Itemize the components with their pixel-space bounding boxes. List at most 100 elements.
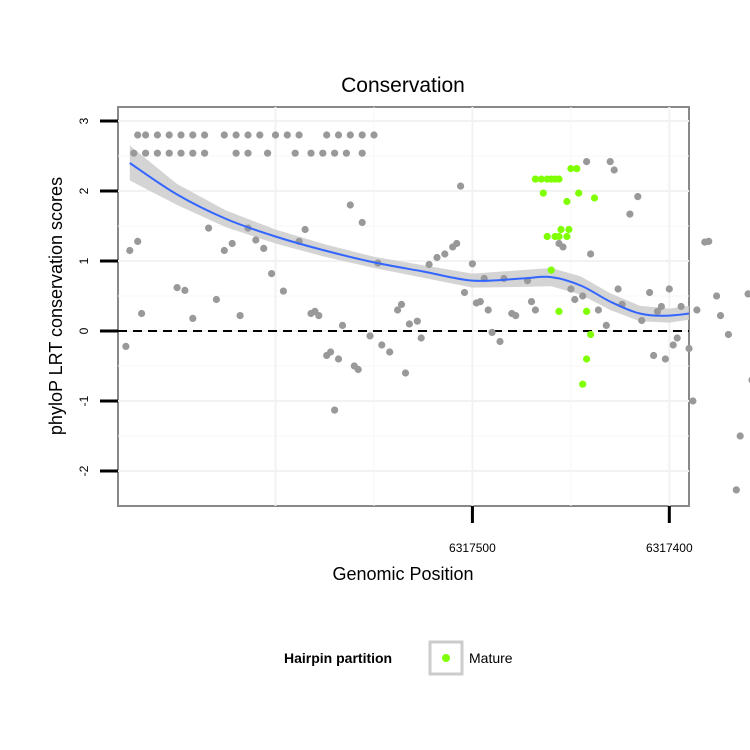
x-tick-label: 6317500 — [449, 541, 496, 555]
mature-point — [555, 307, 563, 315]
data-point — [736, 432, 744, 440]
data-point — [189, 314, 197, 322]
data-point — [177, 149, 185, 157]
data-point — [228, 239, 236, 248]
data-point — [457, 182, 465, 190]
mature-point — [555, 232, 563, 241]
data-point — [397, 300, 406, 308]
data-point — [138, 309, 146, 318]
mature-point — [563, 197, 571, 206]
data-point — [370, 131, 378, 139]
mature-point — [543, 232, 551, 241]
y-tick-label: 3 — [77, 117, 91, 124]
data-point — [252, 236, 260, 244]
data-point — [271, 131, 280, 139]
data-point — [244, 131, 252, 139]
data-point — [425, 260, 433, 269]
data-point — [413, 317, 421, 325]
data-point — [441, 250, 449, 258]
data-point — [181, 286, 189, 294]
grid — [118, 107, 689, 506]
data-point — [468, 260, 476, 268]
data-point — [256, 131, 264, 139]
mature-point — [567, 165, 575, 173]
confidence-band-area — [129, 145, 689, 323]
data-point — [579, 292, 587, 300]
data-point — [716, 312, 725, 320]
x-tick-label: 6317400 — [646, 541, 693, 555]
data-point — [189, 131, 197, 139]
mature-point — [555, 175, 563, 183]
data-point — [401, 369, 410, 377]
data-point — [338, 321, 347, 329]
data-point — [453, 239, 461, 248]
data-point — [512, 312, 520, 320]
data-point — [220, 131, 228, 139]
y-tick-label: -1 — [77, 395, 91, 406]
data-point — [236, 312, 244, 320]
data-point — [173, 284, 181, 292]
mature-point — [587, 330, 595, 339]
data-point — [142, 149, 150, 157]
data-point — [602, 321, 610, 329]
data-point — [323, 131, 331, 139]
mature-point — [583, 307, 591, 315]
data-point — [606, 158, 614, 166]
data-point — [677, 302, 685, 311]
mature-point — [583, 355, 591, 363]
data-point — [205, 224, 213, 232]
confidence-band — [129, 145, 689, 323]
data-point — [301, 225, 309, 234]
data-point — [594, 306, 603, 314]
data-point — [244, 149, 252, 157]
mature-point — [590, 194, 599, 202]
data-point — [165, 131, 173, 139]
mature-point — [563, 232, 571, 241]
data-point — [130, 149, 138, 157]
data-point — [646, 288, 654, 297]
data-point — [346, 131, 354, 139]
data-point — [634, 193, 642, 201]
data-point — [220, 246, 228, 255]
chart-title: Conservation — [341, 74, 465, 97]
data-point — [657, 302, 666, 311]
data-point — [713, 292, 721, 300]
data-point — [331, 406, 339, 414]
y-tick-label: 0 — [77, 327, 91, 334]
y-tick-label: -2 — [77, 465, 91, 476]
data-point — [531, 306, 540, 314]
data-point — [405, 320, 413, 328]
data-point — [484, 306, 492, 314]
smooth-curve — [129, 162, 689, 317]
data-point — [460, 288, 469, 297]
data-point — [334, 131, 343, 139]
mature-point — [565, 225, 573, 234]
data-point — [177, 131, 185, 139]
legend-title: Hairpin partition — [284, 650, 392, 666]
mature-point — [579, 380, 587, 388]
data-point — [358, 131, 366, 139]
data-point — [417, 334, 425, 342]
data-point — [334, 355, 343, 363]
data-point — [744, 290, 750, 298]
data-point — [653, 307, 662, 315]
data-point — [134, 237, 142, 245]
data-point — [689, 397, 697, 405]
data-point — [527, 298, 536, 306]
y-tick-label: 2 — [77, 187, 91, 194]
data-point — [638, 316, 646, 325]
data-point — [268, 270, 276, 278]
data-point — [488, 328, 496, 336]
legend: Hairpin partition Mature — [284, 640, 513, 676]
mature-point — [557, 225, 565, 234]
data-point — [705, 237, 713, 245]
data-point — [153, 149, 161, 157]
data-point — [201, 131, 209, 139]
data-point — [122, 342, 130, 350]
data-point — [386, 348, 394, 356]
data-point — [358, 149, 366, 157]
data-point — [650, 351, 658, 360]
data-point — [669, 341, 677, 349]
mature-point — [539, 189, 547, 197]
data-point — [685, 344, 693, 353]
